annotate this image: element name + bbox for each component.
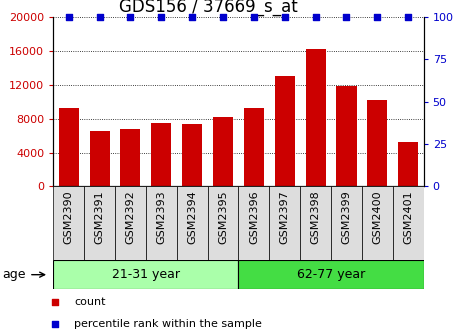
Bar [146,186,177,260]
Bar [367,100,388,186]
Bar [269,186,300,260]
Bar [331,186,362,260]
Text: GSM2391: GSM2391 [94,190,105,244]
Point [52,322,59,327]
Text: GSM2394: GSM2394 [187,190,197,244]
Bar [238,260,424,289]
Bar [53,186,84,260]
Text: GSM2393: GSM2393 [156,190,166,244]
Text: count: count [75,297,106,307]
Bar [120,129,140,186]
Bar [207,186,238,260]
Bar [53,260,238,289]
Bar [306,49,325,186]
Bar [182,124,202,186]
Title: GDS156 / 37669_s_at: GDS156 / 37669_s_at [119,0,298,15]
Point [52,299,59,305]
Text: GSM2392: GSM2392 [125,190,135,244]
Point [343,14,350,19]
Bar [213,117,233,186]
Text: 21-31 year: 21-31 year [112,268,180,281]
Bar [244,109,264,186]
Bar [393,186,424,260]
Bar [177,186,207,260]
Point [219,14,227,19]
Bar [89,131,110,186]
Point [188,14,196,19]
Text: GSM2397: GSM2397 [280,190,290,244]
Bar [300,186,331,260]
Text: GSM2390: GSM2390 [64,190,74,244]
Bar [398,142,418,186]
Bar [84,186,115,260]
Text: GSM2401: GSM2401 [403,190,413,244]
Text: GSM2396: GSM2396 [249,190,259,244]
Text: percentile rank within the sample: percentile rank within the sample [75,319,262,329]
Bar [275,76,295,186]
Point [157,14,165,19]
Point [405,14,412,19]
Bar [59,108,79,186]
Point [281,14,288,19]
Bar [115,186,146,260]
Text: GSM2399: GSM2399 [342,190,351,244]
Text: GSM2400: GSM2400 [372,190,382,244]
Text: 62-77 year: 62-77 year [297,268,365,281]
Point [374,14,381,19]
Point [65,14,72,19]
Bar [362,186,393,260]
Point [312,14,319,19]
Text: GSM2398: GSM2398 [311,190,320,244]
Point [127,14,134,19]
Bar [337,86,357,186]
Point [250,14,257,19]
Bar [151,123,171,186]
Text: GSM2395: GSM2395 [218,190,228,244]
Bar [238,186,269,260]
Point [96,14,103,19]
Text: age: age [3,268,44,281]
